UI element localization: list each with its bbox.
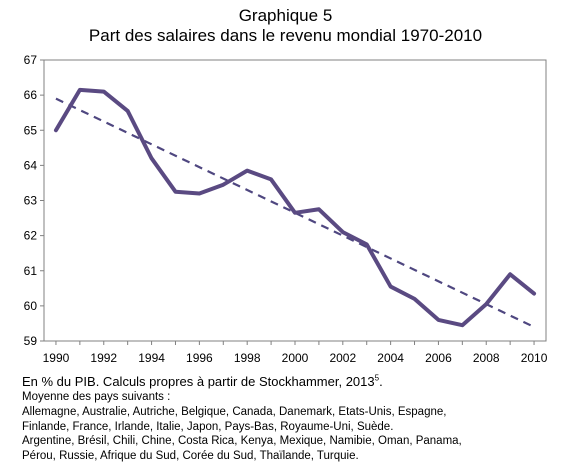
note-line: Finlande, France, Irlande, Italie, Japon… xyxy=(22,420,394,433)
x-tick-label: 2002 xyxy=(329,351,356,365)
y-tick-label: 59 xyxy=(24,334,38,348)
unit-note-end: . xyxy=(379,374,383,389)
chart-title: Graphique 5 xyxy=(238,6,333,25)
x-tick-label: 1998 xyxy=(234,351,261,365)
y-tick-label: 64 xyxy=(24,158,38,172)
note-line: Moyenne des pays suivants : xyxy=(22,391,171,403)
trend-line xyxy=(55,97,535,328)
chart-notes: En % du PIB. Calculs propres à partir de… xyxy=(22,374,567,464)
note-line: Pérou, Russie, Afrique du Sud, Corée du … xyxy=(22,450,359,463)
y-tick-label: 61 xyxy=(24,264,38,278)
x-tick-label: 1992 xyxy=(90,351,117,365)
x-tick-label: 1990 xyxy=(43,351,70,365)
chart-subtitle: Part des salaires dans le revenu mondial… xyxy=(88,26,483,45)
series-line xyxy=(53,87,537,328)
y-tick-label: 65 xyxy=(24,123,38,137)
x-tick-label: 1994 xyxy=(138,351,165,365)
x-tick-label: 2010 xyxy=(521,351,548,365)
y-tick-label: 60 xyxy=(24,299,38,313)
y-tick-label: 67 xyxy=(24,53,38,67)
line-chart: 59 60 61 62 63 64 65 66 67 1990 1992 1994 1996 1998 2… xyxy=(24,53,548,365)
note-line: Allemagne, Australie, Autriche, Belgique… xyxy=(22,405,447,418)
y-tick-label: 66 xyxy=(24,88,38,102)
unit-note: En % du PIB. Calculs propres à partir de… xyxy=(22,374,567,390)
x-tick-label: 1996 xyxy=(186,351,213,365)
y-tick-label: 62 xyxy=(24,229,38,243)
y-tick-label: 63 xyxy=(24,194,38,208)
x-tick-label: 2008 xyxy=(473,351,500,365)
unit-note-text: En % du PIB. Calculs propres à partir de… xyxy=(22,374,375,389)
note-line: Argentine, Brésil, Chili, Chine, Costa R… xyxy=(22,435,462,448)
x-axis: 1990 1992 1994 1996 1998 2000 2002 2004 2006 2008… xyxy=(43,341,548,365)
x-tick-label: 2006 xyxy=(425,351,452,365)
footnote-ref: 5 xyxy=(374,373,380,383)
x-tick-label: 2004 xyxy=(377,351,404,365)
y-axis: 59 60 61 62 63 64 65 66 67 xyxy=(24,53,44,348)
x-tick-label: 2000 xyxy=(282,351,309,365)
